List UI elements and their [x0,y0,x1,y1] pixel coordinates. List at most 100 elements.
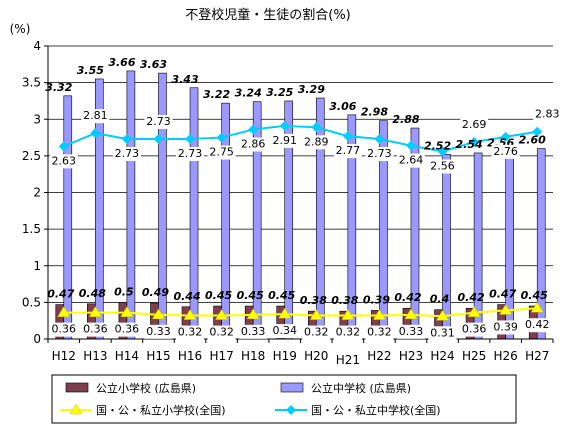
data-label-bg [460,322,489,337]
data-label-bg [333,144,362,159]
x-category-label: H21 [336,353,360,367]
data-label-national-junior-high: 2.69 [462,118,487,131]
marker-national-junior-high [374,134,385,145]
marker-national-elementary [467,306,481,317]
data-label-national-elementary: 0.32 [209,326,234,339]
data-label-elementary-prefecture: 0.38 [331,294,358,307]
data-label-national-elementary: 0.42 [525,318,550,331]
data-label-junior-high-prefecture: 3.22 [203,88,230,101]
data-label-national-elementary: 0.32 [304,326,329,339]
data-labels: 3.32 3.55 3.66 3.63 3.43 3.22 3.24 3.25 3.29 3.06… [45,56,562,341]
x-category-label: H22 [367,349,391,363]
data-label-bg [523,318,552,333]
marker-national-junior-high [121,134,132,145]
y-tick-label: 1 [33,259,41,273]
data-label-national-junior-high: 2.76 [493,145,518,158]
data-label-junior-high-prefecture: 3.06 [329,100,356,113]
data-label-elementary-prefecture: 0.47 [489,288,516,301]
data-label-bg [491,144,520,159]
data-label-bg [239,324,268,339]
data-label-bg [533,107,562,122]
data-label-junior-high-prefecture: 2.54 [456,138,483,151]
data-label-bg [302,135,331,150]
legend-label-junior-high-prefecture: 公立中学校 (広島県) [311,381,411,395]
data-label-elementary-prefecture: 0.45 [205,289,232,302]
data-label-junior-high-prefecture: 3.43 [171,73,198,86]
data-label-junior-high-prefecture: 2.60 [519,134,546,147]
data-label-junior-high-prefecture: 2.52 [424,139,451,152]
legend: 公立小学校 (広島県) 公立中学校 (広島県) 国・公・私立小学校(全国) 国・公・私… [51,374,517,424]
chart-title: 不登校児童・生徒の割合(%) [185,7,351,23]
data-label-elementary-prefecture: 0.45 [521,289,548,302]
x-category-label: H14 [115,349,139,363]
data-label-national-junior-high: 2.83 [535,108,560,121]
marker-national-junior-high [279,120,290,131]
data-label-national-elementary: 0.33 [241,325,266,338]
data-label-bg [270,133,299,148]
data-label-national-junior-high: 2.63 [52,154,77,167]
data-label-junior-high-prefecture: 3.29 [298,83,325,96]
y-tick-label: 3 [33,112,41,126]
marker-national-junior-high [532,126,543,137]
data-label-bg [112,147,141,162]
marker-national-junior-high [58,141,69,152]
data-label-bg [428,326,457,341]
x-category-label: H17 [209,349,233,363]
y-tick-label: 1.5 [22,222,41,236]
data-label-national-elementary: 0.36 [83,323,108,336]
marker-national-elementary [246,308,260,320]
data-label-junior-high-prefecture: 3.63 [140,58,167,71]
data-label-elementary-prefecture: 0.42 [394,291,421,304]
y-tick-label: 2.5 [22,149,41,163]
data-label-national-junior-high: 2.89 [304,135,329,148]
bar-junior-high-prefecture [442,154,451,340]
marker-national-elementary [341,309,355,320]
marker-national-junior-high [311,122,322,133]
data-label-national-junior-high: 2.64 [399,154,424,167]
data-label-national-junior-high: 2.75 [209,146,234,159]
x-category-label: H12 [52,349,76,363]
y-tick-label: 4 [33,39,41,53]
data-label-bg [49,154,78,169]
data-label-bg [144,115,173,130]
data-label-elementary-prefecture: 0.5 [114,285,134,298]
data-label-junior-high-prefecture: 2.98 [361,106,388,119]
marker-national-junior-high [437,146,448,157]
marker-national-elementary [152,308,165,320]
data-label-bg [112,322,141,337]
marker-national-elementary [215,309,229,320]
data-label-national-elementary: 0.33 [146,325,171,338]
x-category-label: H13 [83,349,107,363]
data-label-bg [176,147,205,162]
bar-junior-high-prefecture [63,95,73,340]
data-label-bg [365,325,394,340]
axes [44,45,554,343]
marker-national-elementary [309,309,323,320]
data-label-bg [365,147,394,162]
data-label-national-junior-high: 2.73 [146,115,171,128]
x-category-label: H24 [430,349,454,363]
data-label-elementary-prefecture: 0.44 [173,290,200,303]
data-label-elementary-prefecture: 0.45 [237,289,264,302]
data-label-elementary-prefecture: 0.48 [79,287,106,300]
data-label-national-elementary: 0.36 [462,323,487,336]
x-category-label: H16 [178,349,202,363]
data-label-national-junior-high: 2.77 [336,144,361,157]
data-label-elementary-prefecture: 0.49 [142,286,169,299]
data-label-junior-high-prefecture: 3.25 [266,86,293,99]
x-category-label: H18 [241,349,265,363]
data-label-national-elementary: 0.36 [115,323,140,336]
data-label-elementary-prefecture: 0.42 [458,291,485,304]
x-category-label: H27 [525,349,549,363]
y-axis-unit-label: (%) [10,22,31,36]
data-label-bg [81,322,110,337]
data-label-bg [491,320,520,335]
marker-national-elementary [404,308,418,320]
x-category-label: H20 [304,349,328,363]
legend-label-national-junior-high: 国・公・私立中学校(全国) [311,403,441,417]
x-category-label: H19 [273,349,297,363]
marker-national-junior-high [216,132,227,143]
data-label-bg [176,325,205,340]
data-label-national-elementary: 0.34 [272,324,297,337]
data-label-elementary-prefecture: 0.47 [47,288,74,301]
